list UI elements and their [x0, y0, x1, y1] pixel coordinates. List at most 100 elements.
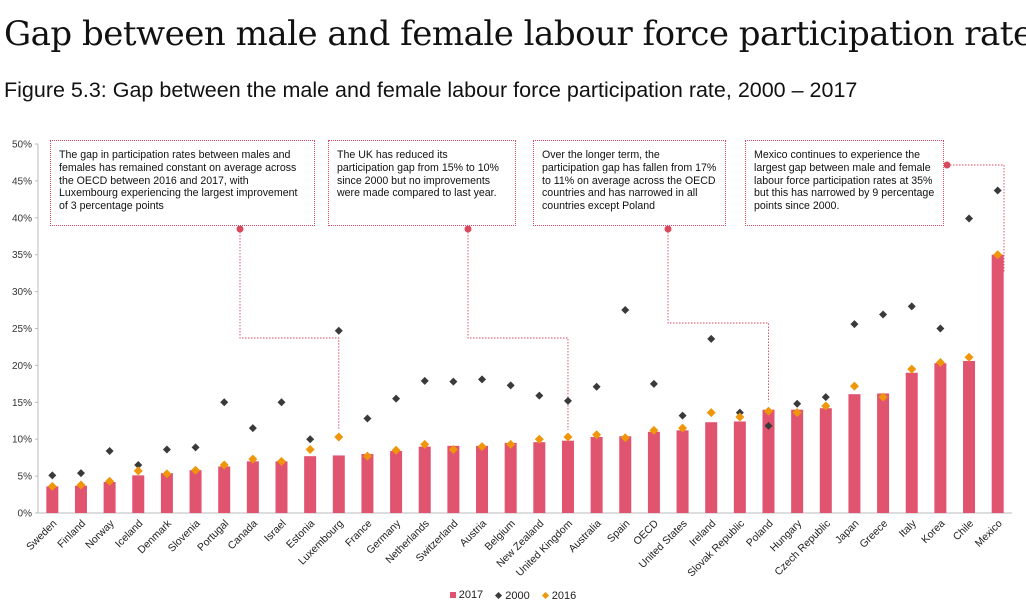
annotation-connectors [239, 164, 1005, 430]
marker-2016-estonia [305, 445, 315, 455]
marker-2000-sweden [48, 471, 57, 480]
marker-2016-norway [105, 476, 115, 486]
connector-oecd [667, 229, 769, 402]
bar-2017-chile [963, 360, 976, 513]
bar-2017-france [361, 453, 374, 513]
annotation-mexico: Mexico continues to experience the large… [745, 140, 944, 226]
bar-2017-slovak-republic [733, 421, 746, 513]
bar-2017-spain [619, 436, 632, 513]
marker-2016-spain [620, 433, 630, 443]
bar-2017-finland [74, 485, 87, 513]
marker-2016-italy [907, 364, 917, 374]
marker-2016-israel [277, 456, 286, 466]
marker-2000-canada [248, 424, 257, 433]
bar-2017-israel [275, 461, 288, 513]
bar-2017-switzerland [447, 445, 460, 513]
marker-2000-switzerland [449, 377, 458, 386]
marker-2000-new-zealand [535, 391, 544, 400]
marker-2016-poland [764, 406, 773, 416]
bar-2017-ireland [705, 422, 718, 513]
marker-2016-mexico [993, 250, 1003, 260]
x-axis-labels: SwedenFinlandNorwayIcelandDenmarkSloveni… [24, 517, 1005, 579]
bar-2017-denmark [160, 473, 173, 513]
annotation-dot-uk [464, 225, 472, 233]
marker-2000-belgium [506, 381, 515, 390]
marker-2016-finland [76, 480, 86, 490]
x-tick-label-greece: Greece [857, 518, 890, 551]
marker-2016-chile [964, 352, 974, 362]
marker-2000-czech-republic [821, 393, 830, 402]
marker-2016-slovak-republic [735, 412, 745, 422]
bar-2017-united-states [676, 430, 689, 513]
legend-label-2016: 2016 [551, 589, 577, 602]
page-title: Gap between male and female labour force… [4, 14, 1026, 54]
marker-2016-denmark [162, 469, 172, 479]
bar-2017-united-kingdom [561, 440, 574, 513]
x-tick-label-mexico: Mexico [973, 518, 1005, 550]
annotation-dots [236, 161, 951, 233]
marker-2016-austria [477, 442, 487, 452]
x-tick-label-chile: Chile [951, 518, 977, 544]
marker-2016-sweden [47, 481, 57, 491]
bar-2017-austria [476, 445, 489, 513]
marker-2016-japan [849, 381, 859, 391]
legend-swatch-2000 [495, 591, 503, 600]
y-tick-label: 20% [12, 361, 32, 372]
marker-2016-portugal [219, 460, 229, 470]
x-tick-label-italy: Italy [897, 517, 920, 540]
marker-2000-chile [965, 214, 974, 223]
bar-2017-germany [390, 451, 403, 513]
legend-item-2016: 2016 [541, 589, 577, 602]
marker-2000-united-states [678, 411, 687, 420]
marker-2016-hungary [792, 408, 802, 418]
marker-2016-iceland [133, 466, 143, 476]
bar-2017-poland [762, 409, 775, 513]
y-tick-label: 5% [18, 472, 33, 483]
x-tick-label-sweden: Sweden [24, 518, 59, 553]
bar-2017-czech-republic [819, 408, 832, 513]
bar-2017-iceland [132, 475, 145, 513]
connector-mexico [947, 164, 1005, 272]
marker-2016-netherlands [420, 439, 430, 449]
bar-2017-norway [103, 482, 116, 513]
marker-2000-estonia [306, 435, 315, 444]
marker-2016-switzerland [448, 445, 458, 455]
marker-2000-israel [277, 398, 286, 407]
legend-item-2000: 2000 [495, 590, 530, 602]
marker-2000-iceland [134, 461, 143, 470]
legend-item-2017: 2017 [449, 589, 483, 601]
annotation-dot-mexico [943, 161, 951, 169]
marker-2016-united-kingdom [563, 432, 573, 442]
marker-2016-united-states [678, 423, 688, 433]
marker-2000-united-kingdom [563, 396, 572, 405]
x-tick-label-finland: Finland [55, 518, 88, 551]
marker-2000-luxembourg [334, 326, 343, 335]
marker-2000-mexico [993, 186, 1002, 195]
annotation-luxembourg: The gap in participation rates between m… [50, 140, 315, 226]
y-tick-label: 0% [18, 509, 33, 520]
marker-2000-portugal [220, 398, 229, 407]
marker-2000-slovenia [191, 443, 200, 452]
marker-2016-canada [248, 454, 258, 464]
x-tick-label-korea: Korea [919, 518, 947, 546]
bar-2017-belgium [504, 442, 517, 513]
legend-swatch-2017 [449, 592, 456, 598]
marker-2016-belgium [506, 439, 516, 449]
bar-2017-greece [877, 393, 890, 513]
marker-2000-korea [936, 324, 945, 333]
annotation-oecd: Over the longer term, the participation … [533, 140, 726, 226]
marker-2016-australia [592, 430, 602, 440]
marker-2000-spain [621, 306, 630, 315]
bar-2017-italy [905, 372, 918, 513]
y-tick-label: 10% [12, 435, 32, 446]
y-tick-label: 45% [12, 176, 32, 187]
bar-2017-slovenia [189, 470, 202, 513]
figure-title: Figure 5.3: Gap between the male and fem… [4, 78, 858, 102]
x-tick-label-slovenia: Slovenia [166, 518, 203, 555]
connector-uk [467, 229, 569, 430]
bar-2017-estonia [304, 456, 317, 513]
marker-2000-finland [76, 469, 85, 478]
bar-2017-japan [848, 394, 861, 513]
marker-2000-poland [764, 421, 773, 430]
